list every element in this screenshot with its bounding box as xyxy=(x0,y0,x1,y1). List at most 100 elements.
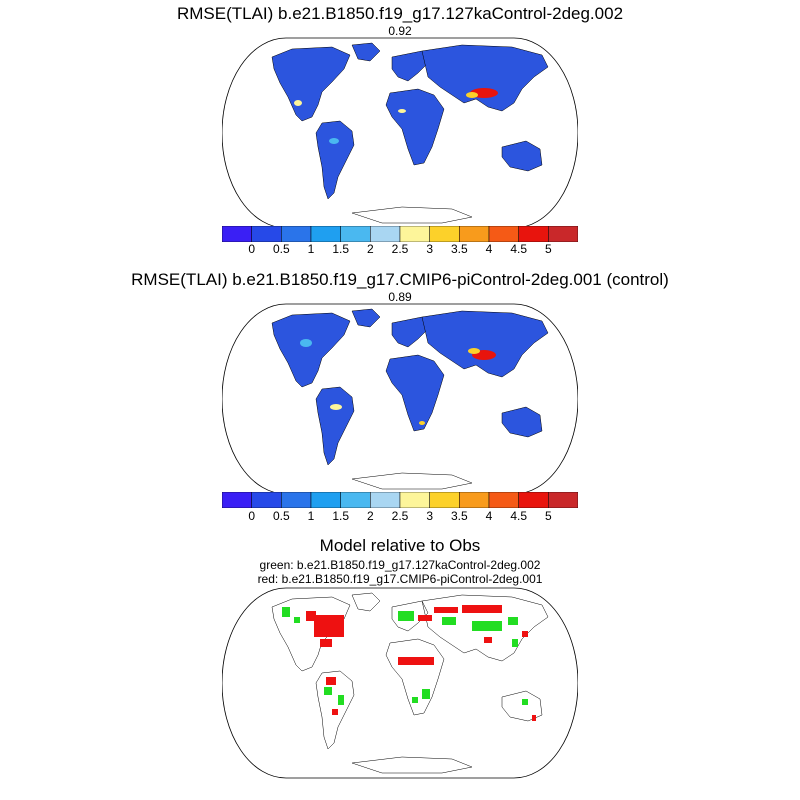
colorbar-tick-label: 0.5 xyxy=(272,509,290,523)
antarctica xyxy=(351,472,473,490)
hotspot-northamerica xyxy=(300,339,312,347)
colorbar-swatch xyxy=(340,492,371,508)
hotspots xyxy=(294,88,498,144)
hotspot-tibet-halo xyxy=(468,348,480,354)
colorbar-tick-label: 0.5 xyxy=(272,242,290,256)
colorbar-tick-label: 5 xyxy=(544,509,552,523)
colorbar-tick-label: 4 xyxy=(485,509,493,523)
colorbar-tick-label: 1.5 xyxy=(332,242,349,256)
colorbar-swatch xyxy=(222,226,252,242)
colorbar-swatch xyxy=(310,492,341,508)
colorbar-swatch xyxy=(459,226,490,242)
panel2-score: 0.89 xyxy=(388,290,412,304)
asia xyxy=(421,594,549,662)
africa xyxy=(385,638,445,716)
green-cell xyxy=(294,617,300,623)
continents xyxy=(271,308,549,490)
hotspot-africa xyxy=(419,421,425,425)
colorbar-tick-label: 0 xyxy=(248,242,255,256)
colorbar-tick-label: 0 xyxy=(248,509,255,523)
panel3-legend-green: green: b.e21.B1850.f19_g17.127kaControl-… xyxy=(259,558,541,572)
red-cell xyxy=(306,611,316,621)
panel1-map xyxy=(222,37,578,229)
red-cell xyxy=(484,637,492,643)
africa xyxy=(385,354,445,432)
panel2-colorbar-labels: 0 0.5 1 1.5 2 2.5 3 3.5 4 4.5 5 xyxy=(222,509,578,525)
red-cell xyxy=(418,615,432,621)
colorbar-tick-label: 4.5 xyxy=(510,509,527,523)
colorbar-swatch xyxy=(310,226,341,242)
colorbar-tick-label: 4 xyxy=(485,242,493,256)
colorbar-tick-label: 2.5 xyxy=(391,242,409,256)
green-cells xyxy=(282,607,528,705)
globe-outline xyxy=(222,587,578,779)
colorbar-swatch xyxy=(281,492,312,508)
colorbar-tick-label: 3 xyxy=(426,509,433,523)
red-cell xyxy=(522,631,528,637)
colorbar-swatch xyxy=(548,492,578,508)
colorbar-tick-label: 1 xyxy=(307,509,315,523)
north-america xyxy=(271,312,351,388)
hotspot-southamerica xyxy=(330,404,342,410)
panel3-legend-red: red: b.e21.B1850.f19_g17.CMIP6-piControl… xyxy=(257,572,543,586)
antarctica xyxy=(351,756,473,774)
red-cell xyxy=(332,709,338,715)
hotspot-southamerica xyxy=(329,138,339,144)
green-cell xyxy=(324,687,332,695)
colorbar-tick-label: 2.5 xyxy=(391,509,409,523)
colorbar-tick-label: 5 xyxy=(544,242,552,256)
panel3-title: Model relative to Obs xyxy=(319,536,481,555)
asia xyxy=(421,310,549,378)
panel3-map xyxy=(222,587,578,779)
hotspot-sahel xyxy=(398,109,406,113)
greenland xyxy=(351,592,381,612)
hotspot-northamerica xyxy=(294,100,302,106)
colorbar-swatch xyxy=(488,226,519,242)
colorbar-swatch xyxy=(281,226,312,242)
colorbar-tick-label: 3.5 xyxy=(450,242,468,256)
colorbar-swatch xyxy=(459,492,490,508)
north-america xyxy=(271,46,351,122)
green-cell xyxy=(422,689,430,699)
panel2-map xyxy=(222,303,578,495)
colorbar-swatch xyxy=(399,492,430,508)
red-cell xyxy=(398,657,434,665)
hotspots xyxy=(300,339,496,425)
green-cell xyxy=(522,699,528,705)
green-cell xyxy=(338,695,344,705)
colorbar-swatch xyxy=(429,226,460,242)
south-america xyxy=(315,670,355,750)
green-cell xyxy=(412,697,418,703)
colorbar-tick-label: 2 xyxy=(366,242,374,256)
colorbar-tick-label: 3 xyxy=(426,242,433,256)
green-cell xyxy=(512,639,518,647)
colorbar-swatch xyxy=(429,492,460,508)
hotspot-tibet-halo xyxy=(466,92,478,98)
colorbar-tick-label: 1 xyxy=(307,242,315,256)
colorbar-tick-label: 2 xyxy=(366,509,374,523)
green-cell xyxy=(442,617,456,625)
green-cell xyxy=(472,621,502,631)
colorbar-swatch xyxy=(399,226,430,242)
red-cell xyxy=(434,607,458,613)
red-cell xyxy=(314,615,344,637)
red-cell xyxy=(532,715,536,721)
green-cell xyxy=(282,607,290,617)
south-america xyxy=(315,120,355,200)
continents xyxy=(271,42,549,224)
colorbar-tick-label: 4.5 xyxy=(510,242,527,256)
antarctica xyxy=(351,206,473,224)
green-cell xyxy=(508,617,518,625)
red-cells xyxy=(306,605,536,721)
colorbar-swatch xyxy=(370,492,401,508)
europe xyxy=(391,600,429,632)
panel1-score: 0.92 xyxy=(388,24,412,38)
colorbar-swatch xyxy=(518,226,549,242)
red-cell xyxy=(326,677,336,685)
greenland xyxy=(351,42,381,62)
panel1-colorbar xyxy=(222,226,578,242)
colorbar-tick-label: 3.5 xyxy=(450,509,468,523)
north-america xyxy=(271,596,351,672)
panel2-colorbar xyxy=(222,492,578,508)
greenland xyxy=(351,308,381,328)
